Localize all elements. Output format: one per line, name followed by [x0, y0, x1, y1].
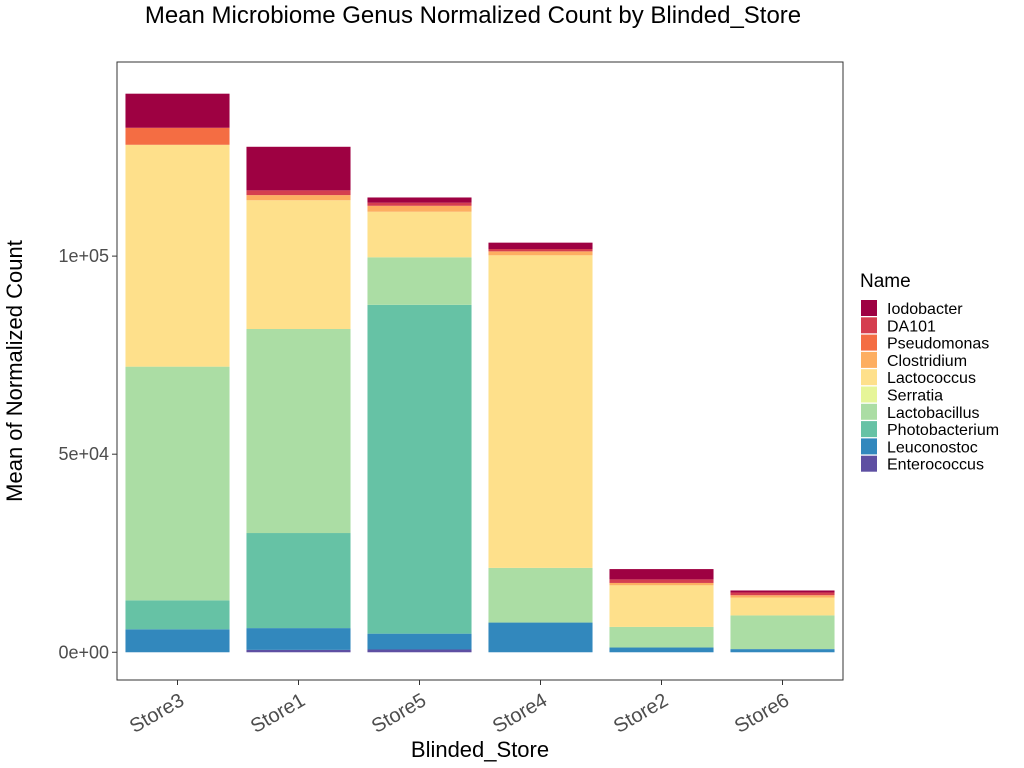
bar-segment-store6-da101 — [730, 592, 835, 596]
bar-segment-store2-da101 — [609, 579, 714, 583]
legend-key-iodobacter — [861, 300, 877, 316]
y-tick-label: 0e+00 — [58, 642, 109, 662]
bar-segment-store5-iodobacter — [367, 197, 472, 203]
chart-title: Mean Microbiome Genus Normalized Count b… — [145, 2, 801, 29]
bar-segment-store4-lactobacillus — [488, 567, 593, 623]
bars-group — [125, 93, 835, 653]
x-tick-label-store6: Store6 — [731, 689, 793, 738]
legend-key-clostridium — [861, 351, 877, 368]
bar-segment-store5-da101 — [367, 202, 472, 206]
legend-label-da101: DA101 — [887, 318, 936, 335]
legend-key-lactobacillus — [861, 403, 877, 420]
legend-label-enterococcus: Enterococcus — [887, 457, 984, 474]
bar-segment-store5-clostridium — [367, 205, 472, 212]
bar-segment-store6-clostridium — [730, 595, 835, 598]
legend-key-lactococcus — [861, 369, 877, 386]
bar-segment-store6-lactococcus — [730, 597, 835, 616]
legend-key-photobacterium — [861, 421, 877, 438]
legend-key-pseudomonas — [861, 334, 877, 351]
y-axis-title: Mean of Normalized Count — [2, 240, 27, 502]
bar-segment-store5-leuconostoc — [367, 633, 472, 650]
bar-segment-store5-enterococcus — [367, 649, 472, 653]
y-axis: 0e+00 5e+04 1e+05 — [58, 246, 117, 662]
legend-key-serratia — [861, 386, 877, 403]
plot-panel — [116, 61, 844, 681]
bar-segment-store4-clostridium — [488, 251, 593, 256]
bar-segment-store5-lactobacillus — [367, 257, 472, 305]
bar-segment-store1-clostridium — [246, 195, 351, 201]
x-tick-label-store4: Store4 — [489, 689, 551, 738]
legend-label-lactobacillus: Lactobacillus — [887, 405, 980, 422]
bar-segment-store3-photobacterium — [125, 600, 230, 630]
legend-label-pseudomonas: Pseudomonas — [887, 336, 989, 353]
bar-segment-store3-pseudomonas — [125, 127, 230, 145]
y-tick-label: 5e+04 — [58, 444, 109, 464]
bar-segment-store3-lactobacillus — [125, 366, 230, 601]
bar-segment-store2-lactobacillus — [609, 626, 714, 648]
legend-label-clostridium: Clostridium — [887, 353, 967, 370]
bar-segment-store1-leuconostoc — [246, 628, 351, 650]
bar-segment-store4-leuconostoc — [488, 622, 593, 653]
bar-segment-store1-da101 — [246, 190, 351, 196]
bar-segment-store2-clostridium — [609, 582, 714, 586]
legend-label-iodobacter: Iodobacter — [887, 301, 963, 318]
legend-key-da101 — [861, 317, 877, 334]
bar-segment-store3-lactococcus — [125, 144, 230, 367]
x-tick-label-store2: Store2 — [610, 689, 672, 738]
bar-segment-store2-iodobacter — [609, 569, 714, 580]
legend-label-lactococcus: Lactococcus — [887, 370, 976, 387]
bar-segment-store1-photobacterium — [246, 533, 351, 629]
bar-segment-store6-lactobacillus — [730, 615, 835, 650]
x-tick-label-store3: Store3 — [126, 689, 188, 738]
bar-segment-store4-iodobacter — [488, 242, 593, 249]
legend-title: Name — [860, 271, 911, 292]
x-tick-label-store5: Store5 — [368, 689, 430, 738]
bar-segment-store6-leuconostoc — [730, 649, 835, 653]
bar-segment-store5-lactococcus — [367, 211, 472, 258]
legend: Name IodobacterDA101PseudomonasClostridi… — [860, 271, 999, 474]
legend-key-enterococcus — [861, 455, 877, 472]
bar-segment-store2-leuconostoc — [609, 647, 714, 653]
bar-segment-store2-lactococcus — [609, 585, 714, 627]
x-tick-label-store1: Store1 — [247, 689, 309, 738]
legend-key-leuconostoc — [861, 438, 877, 455]
bar-segment-store4-lactococcus — [488, 255, 593, 568]
bar-segment-store4-da101 — [488, 248, 593, 252]
bar-segment-store3-leuconostoc — [125, 629, 230, 653]
x-axis-title: Blinded_Store — [411, 737, 549, 762]
legend-label-serratia: Serratia — [887, 388, 943, 405]
y-tick-label: 1e+05 — [58, 246, 109, 266]
bar-segment-store1-lactobacillus — [246, 329, 351, 534]
legend-label-leuconostoc: Leuconostoc — [887, 439, 978, 456]
bar-segment-store3-iodobacter — [125, 93, 230, 128]
bar-segment-store1-lactococcus — [246, 200, 351, 330]
legend-label-photobacterium: Photobacterium — [887, 422, 999, 439]
bar-segment-store6-iodobacter — [730, 590, 835, 593]
bar-segment-store5-photobacterium — [367, 304, 472, 634]
bar-segment-store1-iodobacter — [246, 146, 351, 191]
bar-segment-store1-enterococcus — [246, 649, 351, 653]
x-axis: Store3 Store1 Store5 Store4 Store2 Store6 — [126, 680, 793, 738]
